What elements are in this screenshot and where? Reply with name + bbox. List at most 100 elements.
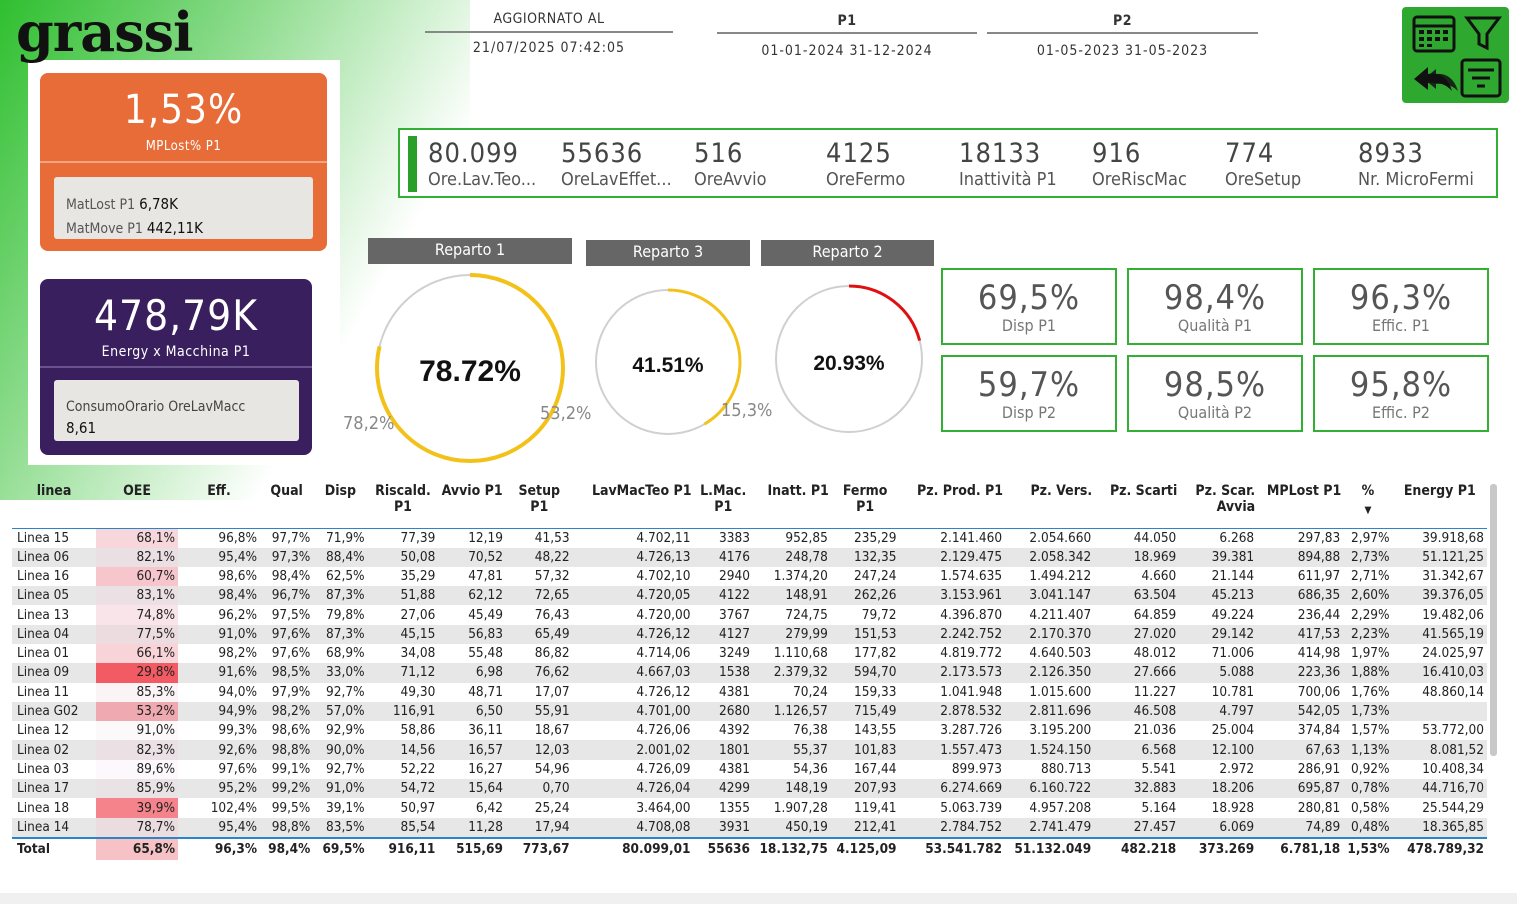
column-header[interactable]: Avvio P1	[441, 483, 503, 499]
table-cell: 1,73%	[1350, 703, 1390, 720]
table-cell: 207,93	[854, 780, 897, 797]
column-header[interactable]: Pz. Scarti	[1109, 483, 1178, 499]
table-cell: 24.025,97	[1422, 645, 1484, 662]
column-header[interactable]: Setup P1	[518, 483, 561, 515]
table-cell: 0,58%	[1350, 799, 1390, 816]
table-scrollbar[interactable]	[1490, 484, 1497, 756]
column-header[interactable]: % ▼	[1343, 480, 1392, 528]
table-cell: 97,5%	[271, 606, 311, 623]
table-row[interactable]: Linea 15 68,1% 96,8% 97,7% 71,9% 77,39 12,19 41…	[12, 527, 1487, 548]
table-cell: 1,88%	[1350, 664, 1390, 681]
matlost-row: MatLost P1 6,78K	[66, 195, 178, 213]
kpi-label: OreSetup	[1225, 169, 1302, 190]
table-cell: 4.726,09	[636, 760, 691, 777]
consumo-value: 8,61	[66, 419, 97, 437]
table-row[interactable]: Linea 16 60,7% 98,6% 98,4% 62,5% 35,29 47,81 57…	[12, 566, 1487, 587]
table-cell: 97,6%	[271, 625, 311, 642]
table-row[interactable]: Linea 01 66,1% 98,2% 97,6% 68,9% 34,08 55,48 86…	[12, 643, 1487, 664]
energy-label: Energy x Macchina P1	[101, 344, 251, 360]
column-header[interactable]: Fermo P1	[842, 483, 888, 515]
sort-desc-icon[interactable]: ▼	[1364, 505, 1372, 516]
column-header[interactable]: LavMacTeo P1	[591, 483, 692, 499]
table-cell: 97,6%	[218, 760, 257, 777]
back-icon[interactable]	[1414, 67, 1458, 91]
column-header[interactable]: L.Mac. P1	[700, 483, 747, 515]
table-cell: 60,7%	[96, 566, 179, 587]
table-row[interactable]: Linea 09 29,8% 91,6% 98,5% 33,0% 71,12 6,98 76,…	[12, 663, 1487, 683]
table-cell: 5.164	[1141, 799, 1177, 816]
table-row[interactable]: Linea 17 85,9% 95,2% 99,2% 91,0% 54,72 15,64 0,…	[12, 779, 1487, 799]
column-header[interactable]: OEE	[123, 483, 151, 499]
table-header-row: linea OEE Eff. Qual Disp Riscald. P1 Avvio P1 S…	[12, 480, 1487, 528]
table-cell: Linea 16	[17, 567, 70, 584]
table-row[interactable]: Linea 03 89,6% 97,6% 99,1% 92,7% 52,22 16,27 54…	[12, 759, 1487, 780]
table-cell: 50,97	[400, 799, 436, 816]
table-cell: 4.211.407	[1029, 606, 1092, 623]
kpi-value: 4125	[826, 138, 892, 169]
table-cell: 3931	[719, 818, 750, 835]
table-row[interactable]: Linea 02 82,3% 92,6% 98,8% 90,0% 14,56 16,57 12…	[12, 740, 1487, 760]
toolbar-panel	[1402, 7, 1509, 103]
total-cell: 51.132.049	[1005, 836, 1095, 860]
table-cell: 47,81	[468, 567, 503, 584]
table-row[interactable]: Linea 05 83,1% 98,4% 96,7% 87,3% 51,88 62,12 72…	[12, 586, 1487, 606]
total-cell: 18.132,75	[752, 836, 831, 860]
table-row[interactable]: Linea G02 53,2% 94,9% 98,2% 57,0% 116,91 6,50 5…	[12, 701, 1487, 722]
table-cell: 1.110,68	[773, 645, 828, 662]
table-cell: 2.878.532	[940, 703, 1003, 720]
table-cell: 97,6%	[271, 645, 311, 662]
table-cell: 79,72	[861, 606, 897, 623]
table-row[interactable]: Linea 06 82,1% 95,4% 97,3% 88,4% 50,08 70,52 48…	[12, 547, 1487, 567]
table-cell: 99,5%	[271, 799, 311, 816]
column-header[interactable]: Qual	[270, 483, 303, 499]
column-header[interactable]: Pz. Vers.	[1030, 483, 1093, 499]
mplost-divider	[40, 161, 327, 163]
table-cell: 54,96	[534, 760, 570, 777]
p1-divider	[717, 32, 977, 34]
table-cell: 6.274.669	[940, 780, 1003, 797]
column-header[interactable]: linea	[36, 483, 72, 499]
column-header[interactable]: Inatt. P1	[767, 483, 829, 499]
table-cell: 0,78%	[1350, 780, 1390, 797]
table-cell: 95,4%	[218, 818, 257, 835]
column-header[interactable]: Pz. Scar. Avvia	[1195, 483, 1256, 515]
column-header[interactable]: Riscald. P1	[375, 483, 431, 515]
table-cell: 58,86	[400, 722, 436, 739]
calendar-icon[interactable]	[1412, 15, 1456, 53]
table-row[interactable]: Linea 18 39,9% 102,4% 99,5% 39,1% 50,97 6,42 25…	[12, 798, 1487, 818]
mplost-label: MPLost% P1	[145, 139, 222, 154]
table-cell: 715,49	[854, 703, 897, 720]
reparto-2-gauge	[774, 284, 924, 434]
table-cell: 11.227	[1133, 683, 1177, 700]
table-row[interactable]: Linea 11 85,3% 94,0% 97,9% 92,7% 49,30 48,71 17…	[12, 682, 1487, 702]
total-cell: 96,3%	[178, 836, 260, 860]
column-header[interactable]: Energy P1	[1403, 483, 1476, 499]
table-cell: 4127	[719, 625, 750, 642]
table-cell: Linea 09	[17, 664, 70, 681]
table-cell: 3383	[693, 527, 753, 548]
table-cell: 62,12	[468, 587, 503, 604]
filter-icon[interactable]	[1464, 16, 1502, 51]
table-cell: 86,82	[534, 645, 570, 662]
p2-value[interactable]: 01-05-2023 31-05-2023	[1036, 43, 1209, 59]
table-row[interactable]: Linea 14 78,7% 95,4% 98,8% 83,5% 85,54 11,28 17…	[12, 817, 1487, 838]
filter-list-icon[interactable]	[1460, 58, 1502, 98]
matmove-value: 442,11K	[146, 219, 203, 237]
table-row[interactable]: Linea 13 74,8% 96,2% 97,5% 79,8% 27,06 45,49 76…	[12, 605, 1487, 625]
table-cell: 12.100	[1211, 741, 1255, 758]
table-row[interactable]: Linea 04 77,5% 91,0% 97,6% 87,3% 45,15 56,83 65…	[12, 624, 1487, 644]
consumo-detail-box: ConsumoOrario OreLavMacc 8,61	[54, 380, 299, 441]
table-cell: 70,24	[793, 683, 828, 700]
table-cell: 894,88	[1297, 548, 1341, 565]
p1-period-block: P1 01-01-2024 31-12-2024	[717, 13, 977, 59]
kpi-value: 916	[1092, 138, 1142, 169]
p1-value[interactable]: 01-01-2024 31-12-2024	[761, 43, 933, 59]
column-header[interactable]: Disp	[324, 483, 357, 499]
qualita-p2-card: 98,5% Qualità P2	[1127, 355, 1303, 432]
column-header[interactable]: Eff.	[207, 483, 231, 499]
table-row[interactable]: Linea 12 91,0% 99,3% 98,6% 92,9% 58,86 36,11 18…	[12, 721, 1487, 741]
table-cell: 17,07	[534, 683, 570, 700]
table-cell: 48.012	[1133, 645, 1177, 662]
column-header[interactable]: MPLost P1	[1266, 483, 1342, 499]
column-header[interactable]: Pz. Prod. P1	[917, 483, 1004, 499]
